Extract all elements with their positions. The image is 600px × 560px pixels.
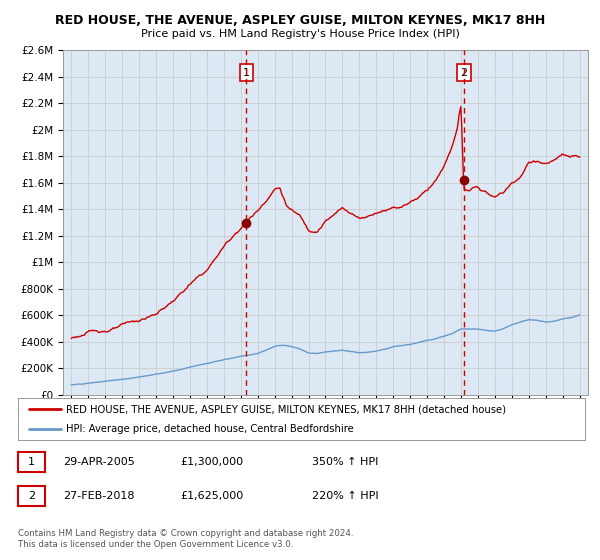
Text: 220% ↑ HPI: 220% ↑ HPI	[312, 491, 379, 501]
Text: 1: 1	[28, 457, 35, 467]
Text: £1,300,000: £1,300,000	[180, 457, 243, 467]
Text: 2: 2	[460, 68, 467, 78]
Text: 350% ↑ HPI: 350% ↑ HPI	[312, 457, 379, 467]
Text: 27-FEB-2018: 27-FEB-2018	[63, 491, 134, 501]
Text: £1,625,000: £1,625,000	[180, 491, 243, 501]
Text: RED HOUSE, THE AVENUE, ASPLEY GUISE, MILTON KEYNES, MK17 8HH: RED HOUSE, THE AVENUE, ASPLEY GUISE, MIL…	[55, 14, 545, 27]
Text: HPI: Average price, detached house, Central Bedfordshire: HPI: Average price, detached house, Cent…	[66, 424, 354, 434]
Text: 29-APR-2005: 29-APR-2005	[63, 457, 135, 467]
Text: Contains HM Land Registry data © Crown copyright and database right 2024.
This d: Contains HM Land Registry data © Crown c…	[18, 529, 353, 549]
Text: 2: 2	[28, 491, 35, 501]
Text: 1: 1	[243, 68, 250, 78]
Text: RED HOUSE, THE AVENUE, ASPLEY GUISE, MILTON KEYNES, MK17 8HH (detached house): RED HOUSE, THE AVENUE, ASPLEY GUISE, MIL…	[66, 404, 506, 414]
Text: Price paid vs. HM Land Registry's House Price Index (HPI): Price paid vs. HM Land Registry's House …	[140, 29, 460, 39]
